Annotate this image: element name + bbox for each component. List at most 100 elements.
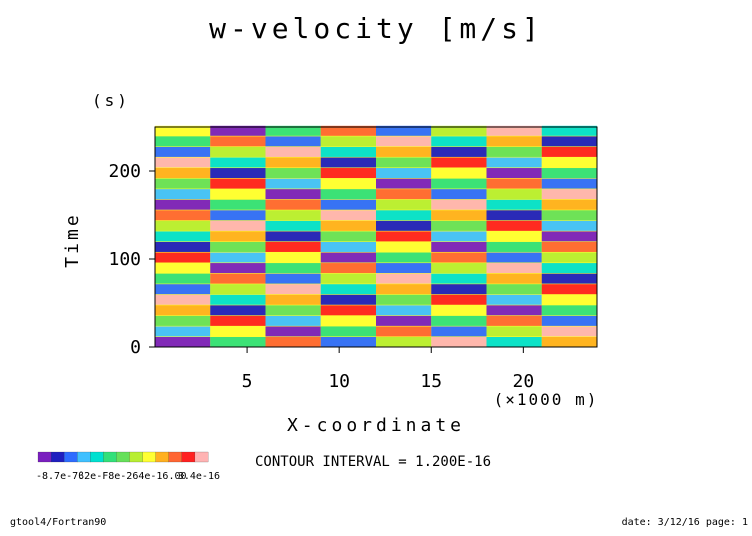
contour-cell	[265, 136, 321, 147]
contour-cell	[155, 189, 211, 200]
contour-cell	[210, 125, 266, 136]
contour-cell	[210, 273, 266, 284]
contour-cell	[486, 284, 542, 295]
contour-cell	[265, 210, 321, 221]
contour-cell	[320, 305, 376, 316]
footer-left: gtool4/Fortran90	[10, 517, 106, 528]
contour-cell	[155, 231, 211, 242]
contour-cell	[320, 252, 376, 263]
contour-cell	[320, 146, 376, 157]
contour-cell	[431, 305, 487, 316]
contour-cell	[320, 178, 376, 189]
contour-cell	[541, 315, 597, 326]
contour-cell	[541, 273, 597, 284]
contour-cell	[155, 273, 211, 284]
colorbar-swatch	[168, 451, 183, 463]
contour-cell	[541, 284, 597, 295]
contour-cell	[431, 168, 487, 179]
contour-cell	[486, 157, 542, 168]
contour-cell	[431, 157, 487, 168]
contour-cell	[541, 178, 597, 189]
colorbar-swatch	[64, 451, 78, 463]
contour-cell	[541, 136, 597, 147]
contour-cell	[320, 189, 376, 200]
contour-cell	[376, 326, 432, 337]
contour-cell	[486, 168, 542, 179]
contour-cell	[320, 125, 376, 136]
x-tick-label: 10	[328, 371, 350, 392]
x-axis-unit: (×1000 m)	[494, 390, 599, 409]
contour-cell	[155, 220, 211, 231]
contour-cell	[376, 252, 432, 263]
contour-cell	[320, 326, 376, 337]
contour-cell	[265, 146, 321, 157]
contour-cell	[541, 326, 597, 337]
contour-cell	[265, 315, 321, 326]
contour-cell	[431, 241, 487, 252]
contour-cell	[155, 337, 211, 347]
contour-cell	[431, 189, 487, 200]
contour-cell	[320, 136, 376, 147]
contour-cell	[210, 294, 266, 305]
contour-cell	[376, 231, 432, 242]
contour-cell	[541, 241, 597, 252]
contour-cell	[541, 305, 597, 316]
contour-cell	[431, 326, 487, 337]
contour-cell	[265, 305, 321, 316]
colorbar-swatch	[181, 451, 196, 463]
contour-cell	[541, 189, 597, 200]
contour-cell	[541, 168, 597, 179]
colorbar-swatch	[50, 451, 65, 463]
contour-cell	[376, 125, 432, 136]
contour-cell	[431, 178, 487, 189]
contour-cell	[541, 220, 597, 231]
contour-cell	[376, 146, 432, 157]
contour-cell	[486, 210, 542, 221]
contour-cell	[486, 305, 542, 316]
contour-cell	[376, 273, 432, 284]
contour-cell	[486, 199, 542, 210]
contour-cell	[541, 294, 597, 305]
contour-cell	[155, 136, 211, 147]
contour-cell	[210, 315, 266, 326]
contour-cell	[265, 189, 321, 200]
x-axis-label: X-coordinate	[287, 415, 465, 436]
contour-cell	[265, 337, 321, 347]
y-tick-label: 100	[108, 249, 141, 270]
contour-cell	[265, 294, 321, 305]
contour-cell	[155, 305, 211, 316]
contour-cell	[155, 294, 211, 305]
colorbar-swatch	[194, 451, 209, 463]
contour-cell	[486, 178, 542, 189]
colorbar-swatch	[155, 451, 170, 463]
contour-cell	[320, 263, 376, 274]
contour-cell	[431, 315, 487, 326]
contour-cell	[376, 241, 432, 252]
contour-cell	[265, 178, 321, 189]
contour-cell	[210, 220, 266, 231]
contour-cell	[376, 305, 432, 316]
contour-cell	[155, 125, 211, 136]
contour-cell	[376, 220, 432, 231]
contour-cell	[265, 263, 321, 274]
x-tick-label: 20	[512, 371, 534, 392]
footer-right: date: 3/12/16 page: 1	[622, 517, 748, 528]
contour-cell	[320, 294, 376, 305]
contour-cell	[155, 199, 211, 210]
colorbar-max-label: 3.4e-16	[178, 471, 220, 482]
contour-interval: CONTOUR INTERVAL = 1.200E-16	[255, 454, 491, 470]
contour-cell	[486, 273, 542, 284]
contour-cell	[320, 337, 376, 347]
contour-cell	[541, 210, 597, 221]
contour-cell	[541, 252, 597, 263]
contour-cell	[376, 157, 432, 168]
contour-cell	[155, 168, 211, 179]
contour-cell	[320, 315, 376, 326]
contour-cell	[210, 252, 266, 263]
contour-cell	[210, 157, 266, 168]
contour-cell	[376, 315, 432, 326]
contour-cell	[155, 146, 211, 157]
contour-cell	[155, 326, 211, 337]
